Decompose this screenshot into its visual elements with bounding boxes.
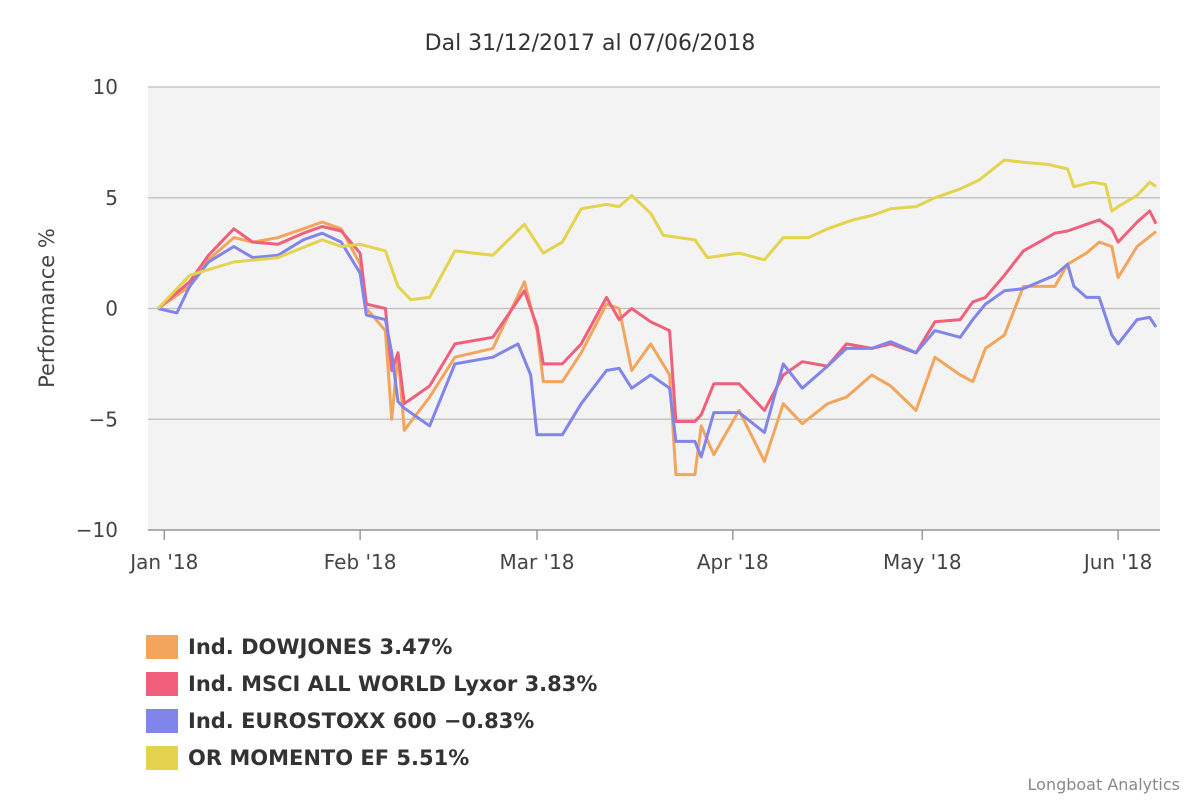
legend-item[interactable]: Ind. EUROSTOXX 600 −0.83% [146, 702, 597, 739]
x-tick-label: May '18 [883, 550, 962, 574]
x-tick-label: Mar '18 [499, 550, 574, 574]
legend-label: Ind. DOWJONES 3.47% [188, 634, 453, 659]
x-tick-label: Jan '18 [128, 550, 198, 574]
series-line [157, 231, 1158, 459]
y-tick-label: 0 [105, 297, 118, 321]
legend-swatch [146, 634, 178, 659]
y-tick-label: −5 [89, 407, 118, 431]
chart-title: Dal 31/12/2017 al 07/06/2018 [425, 31, 756, 56]
series-line [157, 209, 1158, 423]
y-axis-label: Performance % [35, 228, 59, 388]
legend-item[interactable]: OR MOMENTO EF 5.51% [146, 739, 597, 776]
x-tick-label: Feb '18 [324, 550, 397, 574]
y-tick-label: 10 [93, 75, 118, 99]
y-tick-label: 5 [105, 186, 118, 210]
legend-swatch [146, 708, 178, 733]
x-tick-label: Apr '18 [697, 550, 769, 574]
legend-label: OR MOMENTO EF 5.51% [188, 745, 470, 770]
legend-item[interactable]: Ind. DOWJONES 3.47% [146, 628, 597, 665]
legend-swatch [146, 745, 178, 770]
legend-label: Ind. EUROSTOXX 600 −0.83% [188, 708, 535, 733]
chart-legend: Ind. DOWJONES 3.47% Ind. MSCI ALL WORLD … [146, 628, 597, 776]
legend-swatch [146, 671, 178, 696]
legend-label: Ind. MSCI ALL WORLD Lyxor 3.83% [188, 671, 598, 696]
legend-item[interactable]: Ind. MSCI ALL WORLD Lyxor 3.83% [146, 665, 597, 702]
x-tick-label: Jun '18 [1082, 550, 1153, 574]
series-line [156, 158, 1157, 310]
credit-text[interactable]: Longboat Analytics [1027, 775, 1180, 794]
series-lines [156, 158, 1158, 477]
y-tick-label: −10 [76, 518, 118, 542]
axes: 10 5 0 −5 −10 Jan '18 Feb '18 Mar '18 Apr '18 May… [76, 75, 1160, 574]
